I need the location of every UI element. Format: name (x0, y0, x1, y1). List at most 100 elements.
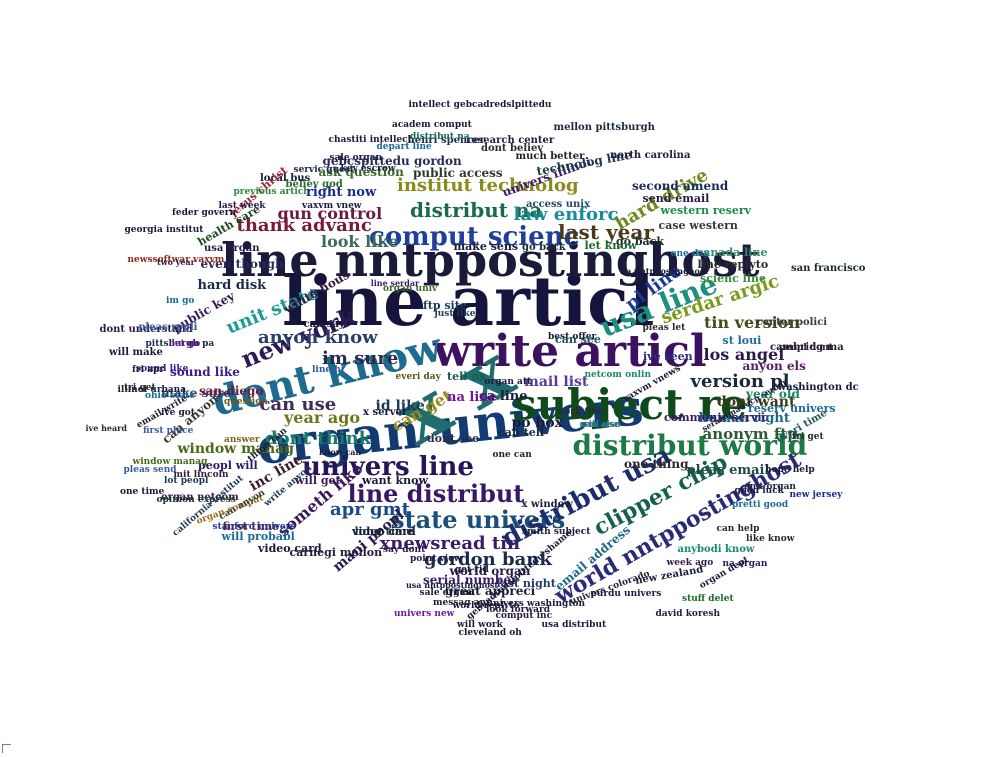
word-univers-line: univers line (302, 452, 474, 482)
word-send-email: send email (642, 191, 710, 205)
word-feder-govern: feder govern (172, 207, 237, 218)
word-purdu-univers: purdu univers (590, 588, 662, 599)
word-na-nntppostinghost: na nntppostinghost (620, 265, 709, 276)
word-illinoi-urbana: illinoi urbana (117, 384, 187, 395)
word-just-like: just like (434, 308, 476, 319)
word-ohio-state: ohio state (145, 390, 196, 401)
word-pleas-repli: pleas repli (138, 322, 198, 333)
word-pretti-good: pretti good (732, 499, 789, 510)
word-believ-god: believ god (285, 179, 343, 190)
word-thank-advanc: thank advanc (236, 215, 372, 236)
word-cleveland-oh: cleveland oh (458, 627, 522, 638)
word-even-though: even though (200, 257, 284, 271)
word-one-thing: one thing (624, 457, 689, 471)
word-question: question (224, 396, 268, 407)
word-great-appreci: great appreci (445, 584, 536, 598)
word-scienc-line: scienc line (700, 271, 766, 285)
word-north-carolina: north carolina (610, 150, 691, 161)
word-line-distribut: line distribut (347, 479, 525, 508)
word-go-back: go back (616, 234, 664, 248)
word-x-window: x window (521, 499, 573, 510)
word-will-get: will get (295, 473, 341, 487)
word-servic-guest: servic guest (293, 164, 355, 175)
word-will-use: will use (581, 419, 620, 430)
word-gordon-bank: gordon bank (424, 549, 552, 570)
word-ive-seen: ive seen (643, 349, 693, 363)
word-apr-gmt: apr gmt (330, 499, 410, 520)
word-emt-organ: emt organ (744, 481, 796, 492)
word-mellon-pittsburgh: mellon pittsburgh (553, 122, 655, 133)
word-gebcspittedu-gordon: gebcspittedu gordon (322, 154, 462, 168)
word-distribut-na: distribut na (410, 198, 543, 222)
word-year-old: year old (746, 387, 800, 401)
word-year-ago: year ago (284, 408, 361, 427)
word-line-articl: line articl (282, 262, 655, 342)
word-second-amend: second amend (632, 179, 729, 193)
word-peopl-will: peopl will (198, 458, 258, 472)
word-chastiti-intellect: chastiti intellect (328, 134, 412, 145)
word-anyon-els: anyon els (742, 359, 806, 373)
word-anyon-know: anyon know (258, 327, 378, 348)
word-like-know: like know (746, 533, 795, 544)
word-want-know: want know (362, 473, 428, 487)
word-right-now: right now (306, 184, 377, 200)
word-state-univers: state univers (391, 505, 566, 534)
word-much-better: much better (515, 151, 585, 162)
word-tin-version: tin version (704, 313, 800, 332)
word-mail-list: mail list (524, 374, 589, 390)
word-organ-univ: organ univ (383, 283, 438, 294)
word-hope-help: hope help (765, 464, 815, 475)
word-version-pl: version pl (690, 371, 790, 392)
word-one-time: one time (120, 486, 165, 497)
word-cambridg-ma: cambridg ma (770, 342, 844, 353)
word-institut-technolog: institut technolog (397, 175, 579, 196)
word-id-like: id like (375, 398, 425, 414)
word-stanford-univers: stanford univers (212, 521, 296, 532)
word-week-ago: week ago (666, 557, 714, 568)
word-peopl-dont: peopl dont (779, 342, 833, 353)
word-will-probabl: will probabl (221, 529, 295, 543)
word-ca-line: ca line (479, 388, 528, 404)
corner-mark (2, 744, 11, 753)
word-canada-line: canada line (696, 245, 768, 259)
word-look-like: look like (321, 232, 399, 251)
word-na-line: na line (447, 389, 498, 405)
word-video-card: video card (352, 524, 416, 538)
word-ive-heard: ive heard (85, 423, 127, 433)
word-good-luck: good luck (734, 485, 784, 496)
word-ask-question: ask question (318, 165, 404, 179)
word-comput-scienc: comput scienc (369, 222, 580, 252)
word-line-hi: line hi (312, 364, 345, 375)
word-intellect-gebcadredslpittedu: intellect gebcadredslpittedu (408, 99, 552, 110)
word-san-francisco: san francisco (791, 263, 866, 274)
word-hard-disk: hard disk (197, 277, 267, 293)
word-univers-washington: univers washington (486, 598, 586, 609)
word-can-help: can help (716, 523, 760, 534)
word-sale-organ: sale organ (419, 587, 473, 598)
word-window-manag: window manag (177, 441, 295, 457)
word-dont-believ: dont believ (481, 143, 544, 154)
word-window-manag: window manag (132, 456, 208, 467)
word-new-jersey: new jersey (789, 489, 843, 500)
word-henri-spencer: henri spencer (407, 135, 485, 146)
word-last-year: last year (558, 220, 654, 244)
word-work-fine: work fine (556, 406, 604, 417)
word-long-time: long time (354, 524, 414, 538)
word-lot-peopl: lot peopl (164, 475, 209, 486)
word-mit-lincoln: mit lincoln (173, 469, 229, 480)
word-key-escrow: key escrow (340, 163, 396, 174)
word-messag-apr: messag apr (433, 597, 491, 608)
word-line-nntppostinghost: line nntppostinghost (221, 233, 760, 287)
word-newssoftwar-vaxvm: newssoftwar vaxvm (127, 254, 225, 265)
word-usa-distribut: usa distribut (541, 619, 607, 630)
word-last-week: last week (218, 200, 266, 211)
word-washington-dc: washington dc (777, 382, 859, 393)
word-fri-apr: fri apr (132, 364, 165, 375)
word-georgia-institut: georgia institut (124, 224, 204, 235)
word-opinion-express: opinion express (156, 494, 236, 505)
word-anybodi-know: anybodi know (677, 544, 755, 555)
word-reserv-univers: reserv univers (748, 401, 836, 415)
word-video-card: video card (258, 541, 322, 555)
word-ive-got: ive got (161, 407, 195, 418)
